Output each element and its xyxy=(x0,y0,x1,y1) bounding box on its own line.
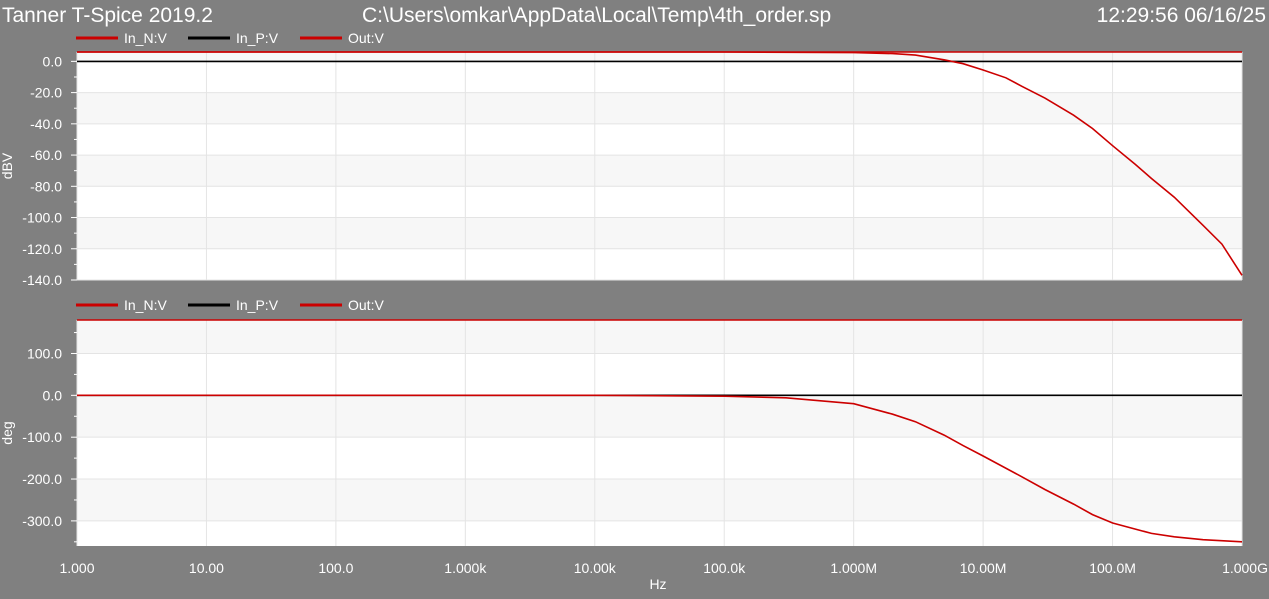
legend-label: In_N:V xyxy=(124,297,167,313)
plot-band xyxy=(77,92,1242,124)
x-tick-label: 1.000 xyxy=(59,560,94,576)
panel-0: 0.0 -20.0 -40.0 -60.0 -80.0 -100.0 -120.0 -140.… xyxy=(0,30,1243,288)
y-tick-label: -120.0 xyxy=(22,241,62,257)
legend-label: In_P:V xyxy=(236,297,279,313)
x-tick-label: 100.0 xyxy=(318,560,353,576)
legend-label: In_N:V xyxy=(124,30,167,46)
legend-label: In_P:V xyxy=(236,30,279,46)
plot-band xyxy=(77,217,1242,249)
y-tick-label: -40.0 xyxy=(30,116,62,132)
plot-band xyxy=(77,155,1242,187)
x-axis-label: Hz xyxy=(649,576,666,592)
x-tick-label: 1.000k xyxy=(444,560,487,576)
legend-label: Out:V xyxy=(348,297,384,313)
y-tick-label: 100.0 xyxy=(27,345,62,361)
y-tick-label: 0.0 xyxy=(43,387,63,403)
plot-band xyxy=(77,52,1242,62)
plot-band xyxy=(77,479,1242,521)
x-tick-label: 100.0M xyxy=(1089,560,1136,576)
y-tick-label: -100.0 xyxy=(22,210,62,226)
y-tick-label: -300.0 xyxy=(22,513,62,529)
y-tick-label: 0.0 xyxy=(43,53,63,69)
y-tick-label: -20.0 xyxy=(30,85,62,101)
app-title: Tanner T-Spice 2019.2 xyxy=(2,4,213,27)
x-tick-label: 10.00M xyxy=(960,560,1007,576)
timestamp: 12:29:56 06/16/25 xyxy=(1097,4,1266,27)
y-tick-label: -100.0 xyxy=(22,429,62,445)
y-axis-label: deg xyxy=(0,421,15,444)
plot-band xyxy=(77,320,1242,354)
y-axis-label: dBV xyxy=(0,152,15,179)
series-line-out-v xyxy=(77,51,1243,276)
file-path: C:\Users\omkar\AppData\Local\Temp\4th_or… xyxy=(362,4,831,27)
legend-label: Out:V xyxy=(348,30,384,46)
y-tick-label: -60.0 xyxy=(30,147,62,163)
plot-band xyxy=(77,395,1242,438)
title-bar: Tanner T-Spice 2019.2 C:\Users\omkar\App… xyxy=(2,4,1266,27)
y-tick-label: -200.0 xyxy=(22,471,62,487)
y-tick-label: -140.0 xyxy=(22,272,62,288)
y-tick-label: -80.0 xyxy=(30,178,62,194)
x-tick-label: 10.00k xyxy=(574,560,617,576)
x-tick-label: 100.0k xyxy=(703,560,746,576)
x-tick-label: 1.000M xyxy=(830,560,877,576)
panel-1: 100.0 0.0 -100.0 -200.0 -300.0 deg In_N:V In_P:… xyxy=(0,297,1268,592)
x-tick-label: 10.00 xyxy=(189,560,224,576)
x-tick-label: 1.000G xyxy=(1222,560,1268,576)
series-line-out-v xyxy=(77,394,1243,543)
